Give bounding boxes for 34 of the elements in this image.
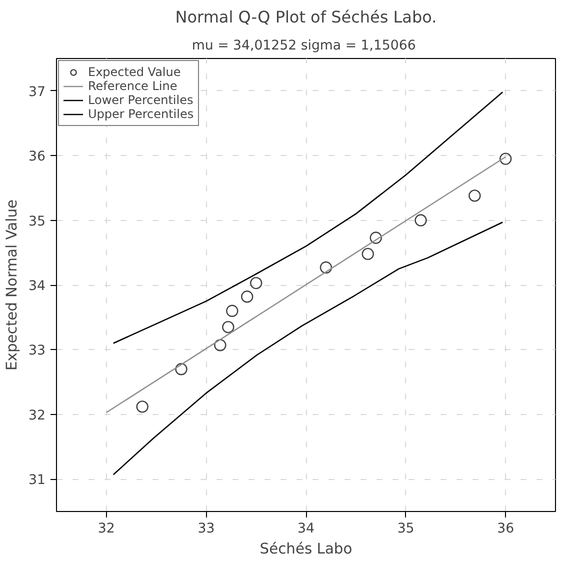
chart-title: Normal Q-Q Plot of Séchés Labo. <box>175 8 437 26</box>
y-tick-label: 35 <box>28 214 46 230</box>
x-tick-label: 36 <box>497 522 514 536</box>
y-tick-label: 37 <box>28 84 46 100</box>
y-tick-label: 31 <box>28 473 46 488</box>
point <box>175 363 188 376</box>
x-tick-label: 32 <box>98 522 115 536</box>
legend-label: Lower Percentiles <box>88 93 194 107</box>
legend-label: Expected Value <box>88 65 181 79</box>
x-tick-label: 34 <box>298 522 314 536</box>
point <box>241 290 254 303</box>
point <box>250 276 262 290</box>
point <box>500 152 512 165</box>
line-series <box>112 222 504 476</box>
point <box>370 232 382 244</box>
y-tick-label: 34 <box>28 279 46 294</box>
point <box>214 339 226 352</box>
y-tick-label: 36 <box>28 150 46 165</box>
legend-label: Upper Percentiles <box>88 107 194 121</box>
point <box>362 248 374 260</box>
point <box>222 320 234 334</box>
x-tick-label: 35 <box>397 522 414 536</box>
x-tick-label: 33 <box>198 522 215 536</box>
point <box>320 261 332 274</box>
point <box>226 304 238 317</box>
y-tick-label: 33 <box>28 344 46 359</box>
point <box>136 400 148 413</box>
point <box>468 190 481 202</box>
y-axis-title: Expected Normal Value <box>4 200 21 370</box>
x-axis-title: Séchés Labo <box>260 540 352 558</box>
y-tick-label: 32 <box>28 408 46 424</box>
legend-label: Reference Line <box>88 79 178 93</box>
point <box>414 214 427 226</box>
chart-subtitle: mu = 34,01252 sigma = 1,15066 <box>192 38 416 54</box>
